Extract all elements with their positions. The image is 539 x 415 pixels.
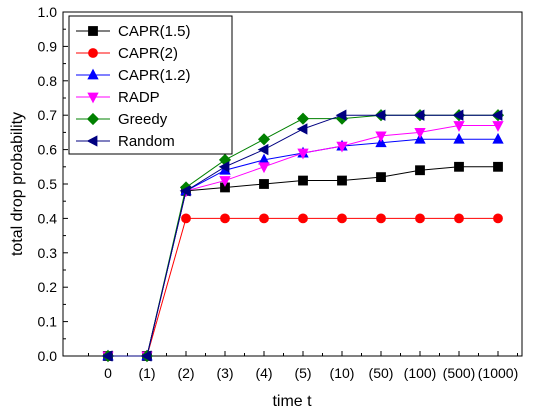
legend-entry: Greedy <box>76 111 168 128</box>
y-tick-label: 0.7 <box>38 107 58 123</box>
data-point <box>492 132 504 144</box>
y-tick-label: 0.2 <box>38 279 58 295</box>
data-point <box>453 121 465 132</box>
legend-marker <box>88 48 98 58</box>
x-tick-label: (50) <box>369 365 394 381</box>
data-point <box>493 161 503 172</box>
y-axis: 0.0 0.1 0.2 0.3 0.4 0.5 0.6 0.7 0.8 0.9 1.0 <box>38 4 68 364</box>
legend-entry: Random <box>76 133 175 150</box>
series-layer <box>101 109 505 363</box>
x-tick-label: (5) <box>294 365 311 381</box>
series-random <box>101 109 503 362</box>
series-line <box>108 125 498 357</box>
legend-entry: RADP <box>76 89 160 106</box>
data-point <box>413 109 425 121</box>
data-point <box>453 132 465 144</box>
data-point <box>491 109 503 121</box>
y-axis-title: total drop probability <box>9 112 26 256</box>
data-point <box>218 161 230 173</box>
data-point <box>258 162 270 174</box>
legend-label: CAPR(1.2) <box>118 67 191 84</box>
y-tick-label: 0.9 <box>38 38 58 54</box>
data-point <box>492 121 504 132</box>
x-axis-title: time t <box>272 393 312 410</box>
legend-marker <box>86 135 98 147</box>
legend-label: CAPR(1.5) <box>118 23 191 40</box>
data-point <box>219 176 231 187</box>
series-line <box>108 217 498 357</box>
legend-marker <box>88 26 98 36</box>
data-point <box>259 213 269 224</box>
legend-entry: CAPR(2) <box>76 45 178 62</box>
data-point <box>454 161 464 172</box>
data-point <box>298 175 308 186</box>
legend-label: RADP <box>118 89 160 106</box>
data-point <box>298 213 308 224</box>
data-point <box>101 350 113 362</box>
y-tick-label: 0.3 <box>38 245 58 261</box>
data-point <box>374 109 386 121</box>
data-point <box>336 141 348 153</box>
legend-entry: CAPR(1.5) <box>76 23 191 40</box>
legend-marker <box>86 112 100 126</box>
data-point <box>415 165 425 176</box>
data-point <box>493 213 503 224</box>
series-line <box>108 138 498 357</box>
data-point <box>376 172 386 183</box>
x-tick-label: (1) <box>138 365 155 381</box>
y-tick-label: 0.1 <box>38 314 58 330</box>
x-axis: 0 (1) (2) (3) (4) (5) (10) (50) (100) (500) (1000) <box>88 351 518 381</box>
series-line <box>108 166 498 357</box>
y-tick-label: 0.0 <box>38 348 58 364</box>
x-tick-label: 0 <box>104 365 112 381</box>
data-point <box>220 213 230 224</box>
legend-marker <box>87 92 99 104</box>
legend-label: Random <box>118 133 175 150</box>
x-tick-label: (500) <box>443 365 476 381</box>
data-point <box>337 213 347 224</box>
legend-label: Greedy <box>118 111 168 128</box>
data-point <box>257 143 269 156</box>
data-point <box>376 213 386 224</box>
legend-box <box>68 15 233 155</box>
y-tick-label: 0.4 <box>38 210 58 226</box>
legend-label: CAPR(2) <box>118 45 178 62</box>
legend: CAPR(1.5) CAPR(2) CAPR(1.2) RADP Greedy Rando… <box>68 15 233 155</box>
data-point <box>179 185 191 197</box>
data-point <box>335 109 347 121</box>
y-tick-label: 0.8 <box>38 73 58 89</box>
series-radp <box>102 121 504 363</box>
data-point <box>375 131 387 143</box>
data-point <box>337 175 347 186</box>
data-point <box>452 109 464 121</box>
x-tick-label: (2) <box>177 365 194 381</box>
data-point <box>454 213 464 224</box>
x-tick-label: (4) <box>255 365 272 381</box>
legend-marker <box>87 68 99 80</box>
y-tick-label: 0.6 <box>38 142 58 158</box>
x-tick-label: (10) <box>330 365 355 381</box>
data-point <box>415 213 425 224</box>
data-point <box>257 133 271 146</box>
x-tick-label: (1000) <box>478 365 518 381</box>
series-capr-1-5 <box>103 161 503 361</box>
data-point <box>296 123 308 135</box>
x-tick-label: (3) <box>216 365 233 381</box>
data-point <box>296 112 310 125</box>
x-tick-label: (100) <box>404 365 437 381</box>
legend-entry: CAPR(1.2) <box>76 67 191 84</box>
data-point <box>140 350 152 362</box>
y-tick-label: 0.5 <box>38 176 58 192</box>
data-point <box>297 148 309 160</box>
data-point <box>259 179 269 189</box>
y-tick-label: 1.0 <box>38 4 58 20</box>
data-point <box>414 127 426 139</box>
data-point <box>181 213 191 224</box>
